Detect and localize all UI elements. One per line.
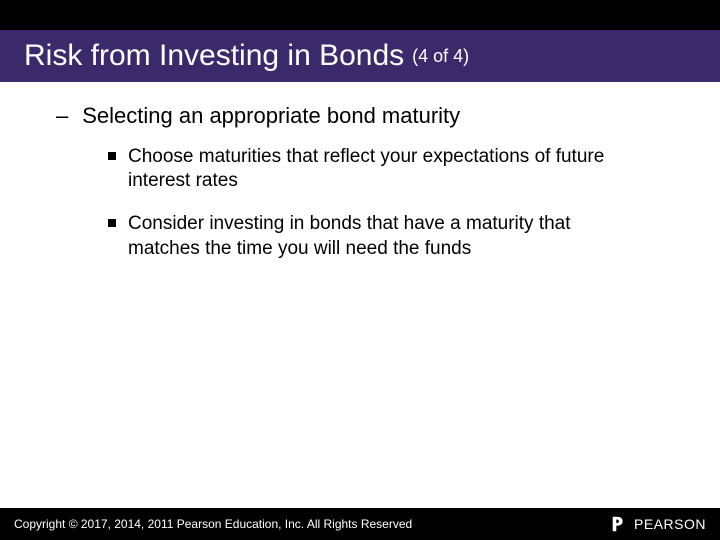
bullet-level2-text: Consider investing in bonds that have a … [128, 212, 644, 261]
slide-title-main: Risk from Investing in Bonds [24, 39, 404, 73]
square-marker [108, 219, 116, 227]
bullet-level1-text: Selecting an appropriate bond maturity [82, 102, 460, 131]
bullet-level2: Choose maturities that reflect your expe… [36, 145, 684, 194]
title-bar: Risk from Investing in Bonds (4 of 4) [0, 30, 720, 82]
bullet-level2-text: Choose maturities that reflect your expe… [128, 145, 644, 194]
pearson-logo-icon [610, 515, 628, 533]
copyright-text: Copyright © 2017, 2014, 2011 Pearson Edu… [14, 517, 412, 531]
pearson-logo: PEARSON [610, 515, 706, 533]
footer: Copyright © 2017, 2014, 2011 Pearson Edu… [0, 508, 720, 540]
content-area: – Selecting an appropriate bond maturity… [0, 82, 720, 261]
slide-title-suffix: (4 of 4) [412, 46, 469, 67]
square-marker [108, 152, 116, 160]
pearson-logo-text: PEARSON [634, 516, 706, 532]
bullet-level1: – Selecting an appropriate bond maturity [36, 102, 684, 131]
bullet-level2: Consider investing in bonds that have a … [36, 212, 684, 261]
slide: Risk from Investing in Bonds (4 of 4) – … [0, 0, 720, 540]
top-bar [0, 0, 720, 30]
dash-marker: – [56, 102, 68, 131]
